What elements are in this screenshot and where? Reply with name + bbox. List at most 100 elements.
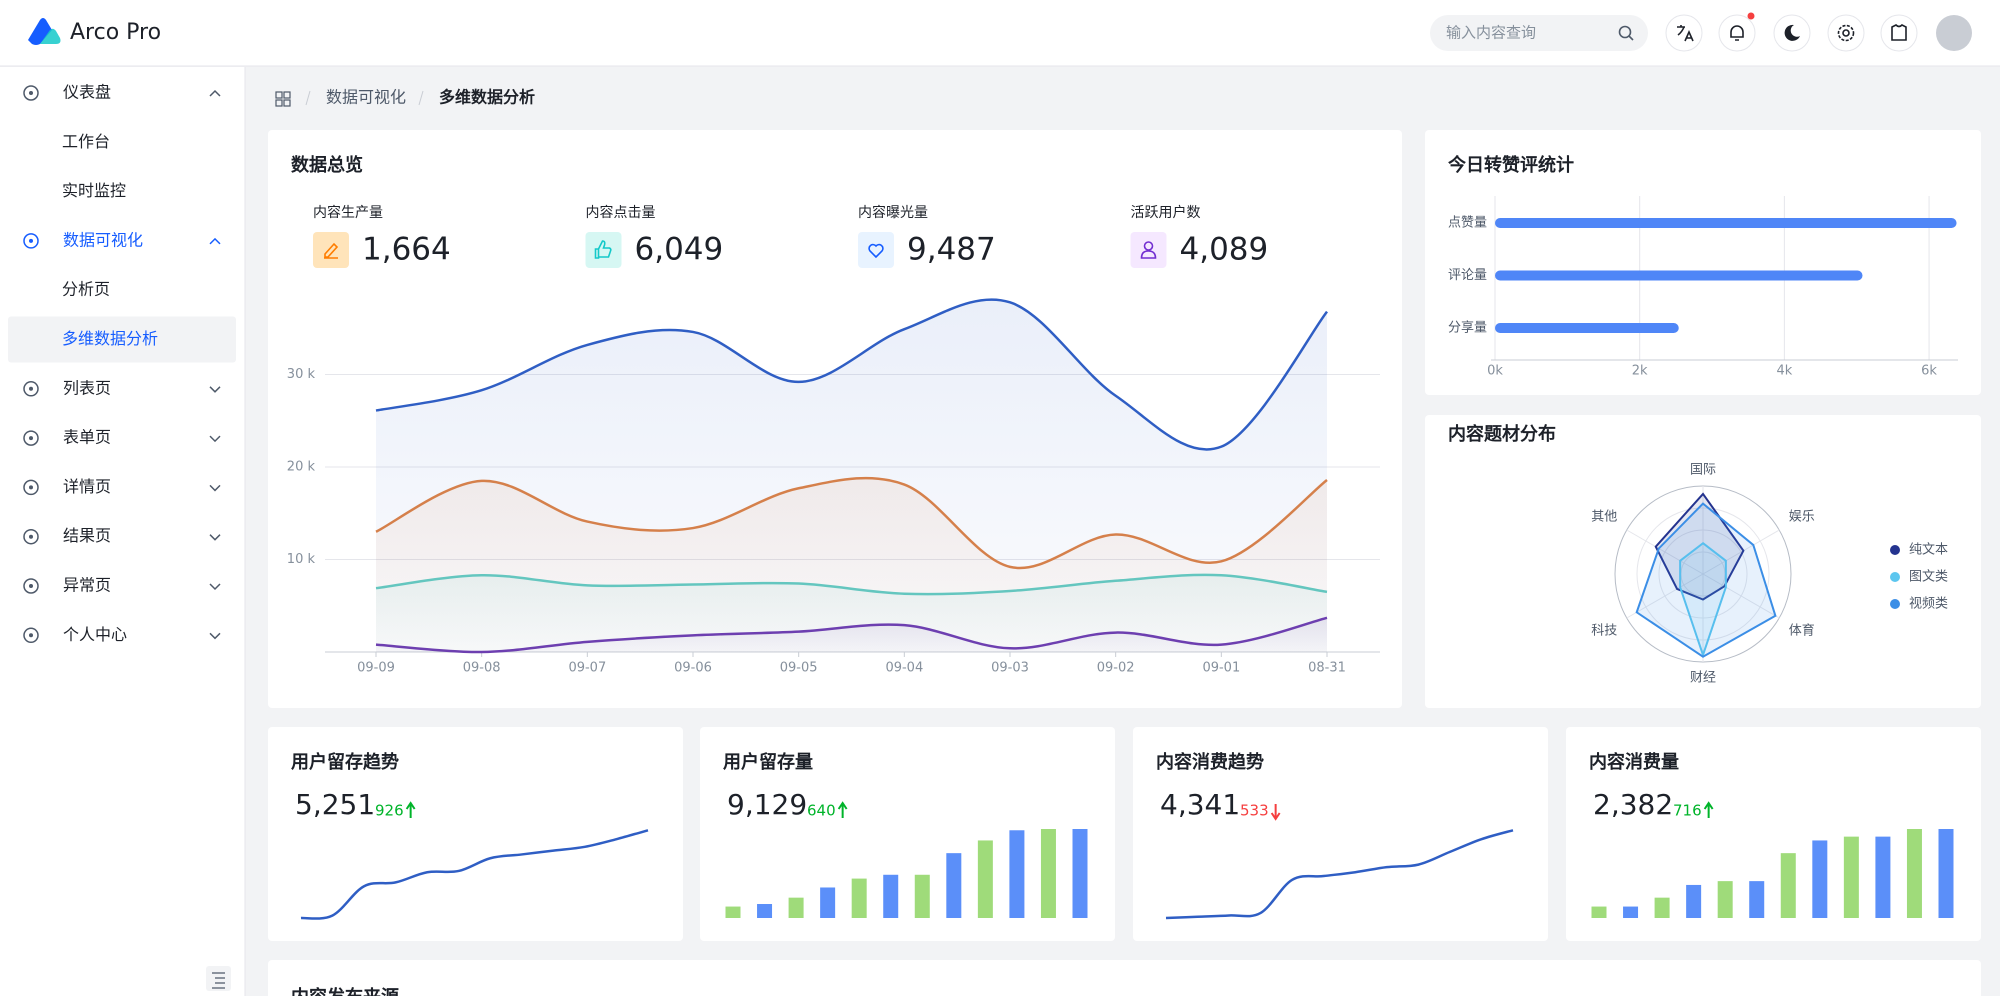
menu-label[interactable]: 个人中心 [63, 625, 127, 644]
search-box[interactable] [1430, 15, 1648, 51]
bar [757, 904, 773, 918]
search-placeholder: 输入内容查询 [1446, 24, 1536, 42]
submenu-label[interactable]: 实时监控 [62, 181, 126, 200]
menu-icon [23, 528, 39, 545]
icon-button[interactable] [1827, 14, 1865, 52]
card-value: 5,251 [295, 788, 375, 821]
legend-label: 视频类 [1909, 597, 1948, 612]
x-tick-label: 4k [1776, 364, 1792, 379]
stat-value: 6,049 [635, 232, 724, 268]
menu-icon [23, 627, 39, 644]
card-title: 内容发布来源 [291, 986, 399, 996]
bar [1009, 830, 1025, 918]
logo [40, 28, 61, 44]
stat-value: 9,487 [907, 232, 996, 268]
menu-chevron [209, 632, 221, 640]
line [300, 829, 649, 920]
card-change: 926 [375, 802, 404, 820]
submenu-label[interactable]: 多维数据分析 [62, 329, 158, 348]
x-tick-label: 6k [1921, 364, 1937, 379]
search-icon [1618, 25, 1632, 39]
icon-button[interactable] [1718, 14, 1756, 52]
menu-label[interactable]: 详情页 [63, 477, 111, 496]
card-title: 内容消费趋势 [1156, 751, 1264, 773]
bar [1717, 881, 1733, 918]
area [376, 617, 1327, 653]
radar-area [1679, 541, 1727, 659]
line [1165, 829, 1514, 920]
breadcrumb-icon [283, 99, 291, 107]
bar [851, 878, 867, 918]
card-value: 4,341 [1160, 788, 1240, 821]
settings-icon [1837, 24, 1855, 42]
radar-axis-label: 其他 [1591, 510, 1617, 525]
icon-button[interactable] [1665, 14, 1703, 52]
menu-selected-bg [8, 316, 236, 363]
icon-button[interactable] [1773, 14, 1811, 52]
card [268, 727, 683, 941]
menu-label[interactable]: 异常页 [63, 576, 111, 595]
y-tick-label: 20 k [287, 460, 316, 475]
menu-label[interactable]: 数据可视化 [63, 230, 143, 249]
menu-icon [29, 386, 33, 391]
x-tick-label: 09-03 [991, 661, 1029, 676]
collapse-icon [212, 972, 225, 989]
change-arrow [1703, 801, 1714, 818]
bar [1938, 829, 1954, 918]
card-title: 内容题材分布 [1448, 423, 1556, 445]
menu-icon [23, 381, 39, 397]
menu-icon [29, 436, 33, 441]
menu-label[interactable]: 仪表盘 [63, 83, 111, 102]
menu-icon [23, 233, 39, 249]
y-tick-label: 30 k [287, 367, 316, 382]
card-title: 用户留存趋势 [291, 751, 399, 773]
radar-spoke [1702, 529, 1780, 575]
y-tick-label: 10 k [287, 552, 316, 567]
breadcrumb-item: 数据可视化 [326, 88, 406, 107]
bar [883, 874, 899, 918]
submenu-label[interactable]: 分析页 [62, 280, 110, 299]
x-tick-label: 09-07 [568, 661, 606, 676]
card-change: 716 [1673, 802, 1702, 820]
skin-icon [1891, 24, 1907, 41]
radar-axis-label: 财经 [1690, 671, 1716, 686]
x-tick-label: 09-08 [463, 661, 501, 676]
user-icon [1140, 250, 1157, 259]
bell-icon [1730, 25, 1744, 41]
change-arrow [1270, 804, 1281, 821]
menu-chevron [209, 583, 221, 591]
menu-label[interactable]: 结果页 [63, 526, 111, 545]
bar [977, 840, 993, 918]
menu-icon [23, 479, 39, 496]
bar [1623, 906, 1639, 918]
menu-icon [29, 584, 33, 588]
bar [914, 874, 930, 918]
menu-icon [29, 91, 33, 95]
menu-label[interactable]: 列表页 [63, 378, 111, 397]
y-tick-label: 点赞量 [1448, 216, 1487, 231]
breadcrumb-icon [283, 91, 291, 99]
stat-label: 内容曝光量 [858, 204, 928, 221]
x-tick-label: 09-09 [357, 661, 395, 676]
card [268, 960, 1981, 996]
x-tick-label: 09-02 [1097, 661, 1135, 676]
x-tick-label: 09-04 [885, 661, 923, 676]
breadcrumb-separator [418, 90, 424, 106]
menu-label[interactable]: 表单页 [63, 428, 111, 447]
x-tick-label: 08-31 [1308, 661, 1346, 676]
change-arrow [837, 801, 848, 818]
submenu-label[interactable]: 工作台 [62, 132, 110, 151]
menu-chevron [209, 484, 221, 492]
line [375, 616, 1328, 654]
radar-area [1635, 502, 1777, 658]
legend-swatch [1890, 599, 1900, 609]
bar [1654, 897, 1670, 918]
icon-button[interactable] [1880, 14, 1918, 52]
avatar[interactable] [1936, 15, 1972, 51]
legend-swatch [1890, 545, 1900, 555]
menu-icon [29, 534, 33, 539]
y-tick-label: 分享量 [1448, 320, 1487, 336]
pencil-icon [324, 242, 339, 259]
